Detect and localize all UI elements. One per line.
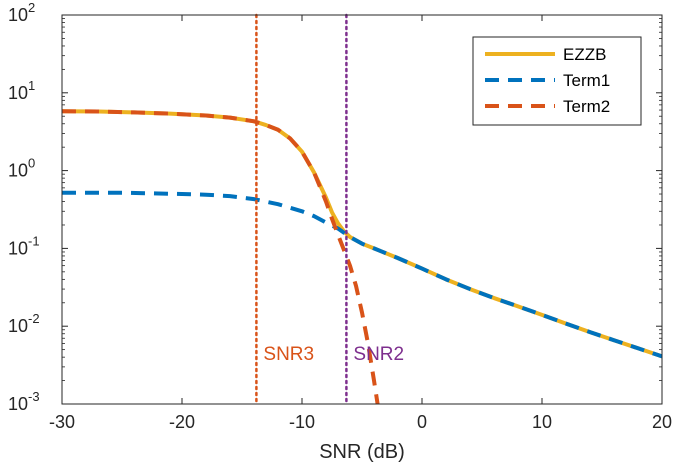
axes-box <box>61 14 663 405</box>
y-tick-label: 10-2 <box>8 311 40 336</box>
legend-label-term2: Term2 <box>563 97 610 116</box>
annotation-label-snr3: SNR3 <box>263 344 314 365</box>
x-tick-label: 10 <box>532 412 552 432</box>
y-tick-label: 101 <box>8 78 35 103</box>
y-tick-base: 10 <box>8 83 28 103</box>
y-tick-exponent: -2 <box>28 311 40 326</box>
y-tick-base: 10 <box>8 5 28 25</box>
series-line-term2 <box>62 109 380 404</box>
legend-label-term1: Term1 <box>563 71 610 90</box>
y-tick-label: 102 <box>8 0 35 25</box>
series-line-term1 <box>62 190 662 359</box>
annotation-label-snr2: SNR2 <box>353 344 404 365</box>
y-tick-label: 10-1 <box>8 233 40 258</box>
y-tick-exponent: -3 <box>28 389 40 404</box>
legend-box <box>472 36 642 126</box>
y-tick-base: 10 <box>8 161 28 181</box>
y-tick-exponent: 2 <box>28 0 35 15</box>
y-tick-label: 100 <box>8 156 35 181</box>
series-group <box>62 109 662 404</box>
y-tick-exponent: -1 <box>28 233 40 248</box>
x-tick-label: -30 <box>49 412 75 432</box>
y-tick-base: 10 <box>8 316 28 336</box>
y-tick-base: 10 <box>8 238 28 258</box>
y-tick-exponent: 1 <box>28 78 35 93</box>
y-tick-exponent: 0 <box>28 156 35 171</box>
x-axis-label: SNR (dB) <box>319 441 405 463</box>
x-tick-label: -20 <box>169 412 195 432</box>
y-tick-base: 10 <box>8 394 28 414</box>
x-tick-label: 20 <box>652 412 672 432</box>
x-tick-label: -10 <box>289 412 315 432</box>
x-tick-label: 0 <box>417 412 427 432</box>
legend-label-ezzb: EZZB <box>563 45 606 64</box>
y-tick-label: 10-3 <box>8 389 40 414</box>
